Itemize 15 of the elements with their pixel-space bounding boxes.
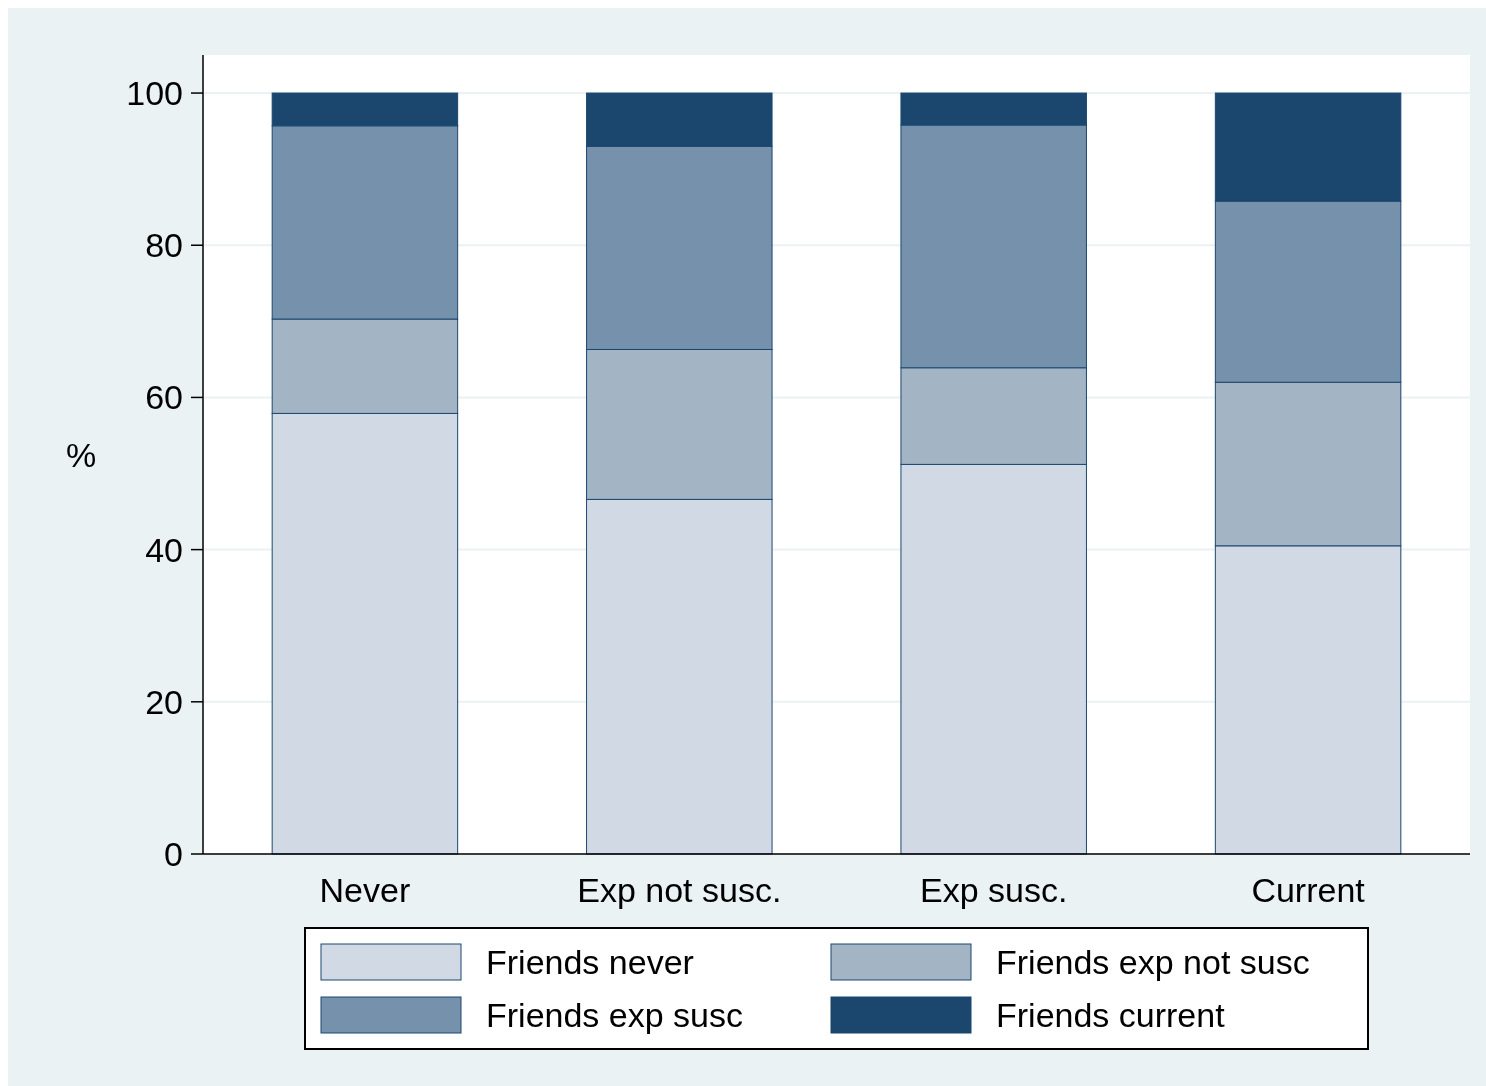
x-tick-label: Exp not susc. xyxy=(577,871,782,909)
y-tick-label: 0 xyxy=(164,834,183,873)
y-tick-label: 80 xyxy=(145,226,183,265)
legend-label: Friends current xyxy=(996,995,1226,1034)
y-tick-label: 100 xyxy=(126,73,183,112)
y-tick-label: 60 xyxy=(145,378,183,417)
y-tick-label: 20 xyxy=(145,682,183,721)
legend-label: Friends exp not susc xyxy=(996,942,1310,981)
legend-label: Friends never xyxy=(486,942,694,981)
y-tick-label: 40 xyxy=(145,530,183,569)
y-axis-title: % xyxy=(65,435,97,474)
x-tick-label: Never xyxy=(319,871,411,909)
legend-label: Friends exp susc xyxy=(486,995,743,1034)
x-tick-label: Exp susc. xyxy=(920,871,1068,909)
x-tick-label: Current xyxy=(1251,871,1366,909)
